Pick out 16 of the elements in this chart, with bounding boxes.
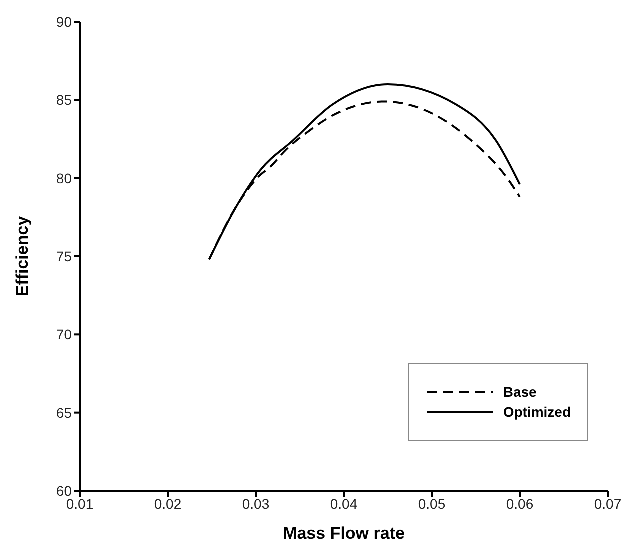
x-tick-label: 0.04 [330,496,358,512]
x-tick-label: 0.03 [242,496,270,512]
x-tick-label: 0.05 [418,496,446,512]
x-tick-label: 0.06 [506,496,534,512]
y-axis-title: Efficiency [13,216,32,297]
legend-label: Optimized [503,404,571,420]
x-tick-label: 0.02 [154,496,182,512]
y-tick-label: 75 [56,248,72,264]
y-tick-label: 70 [56,326,72,343]
legend-label: Base [503,384,537,400]
y-tick-label: 90 [56,14,72,30]
y-tick-label: 85 [56,92,72,108]
y-tick-label: 80 [56,170,72,186]
x-axis-title: Mass Flow rate [283,524,405,543]
x-tick-label: 0.07 [594,496,622,512]
y-tick-label: 65 [56,404,72,421]
